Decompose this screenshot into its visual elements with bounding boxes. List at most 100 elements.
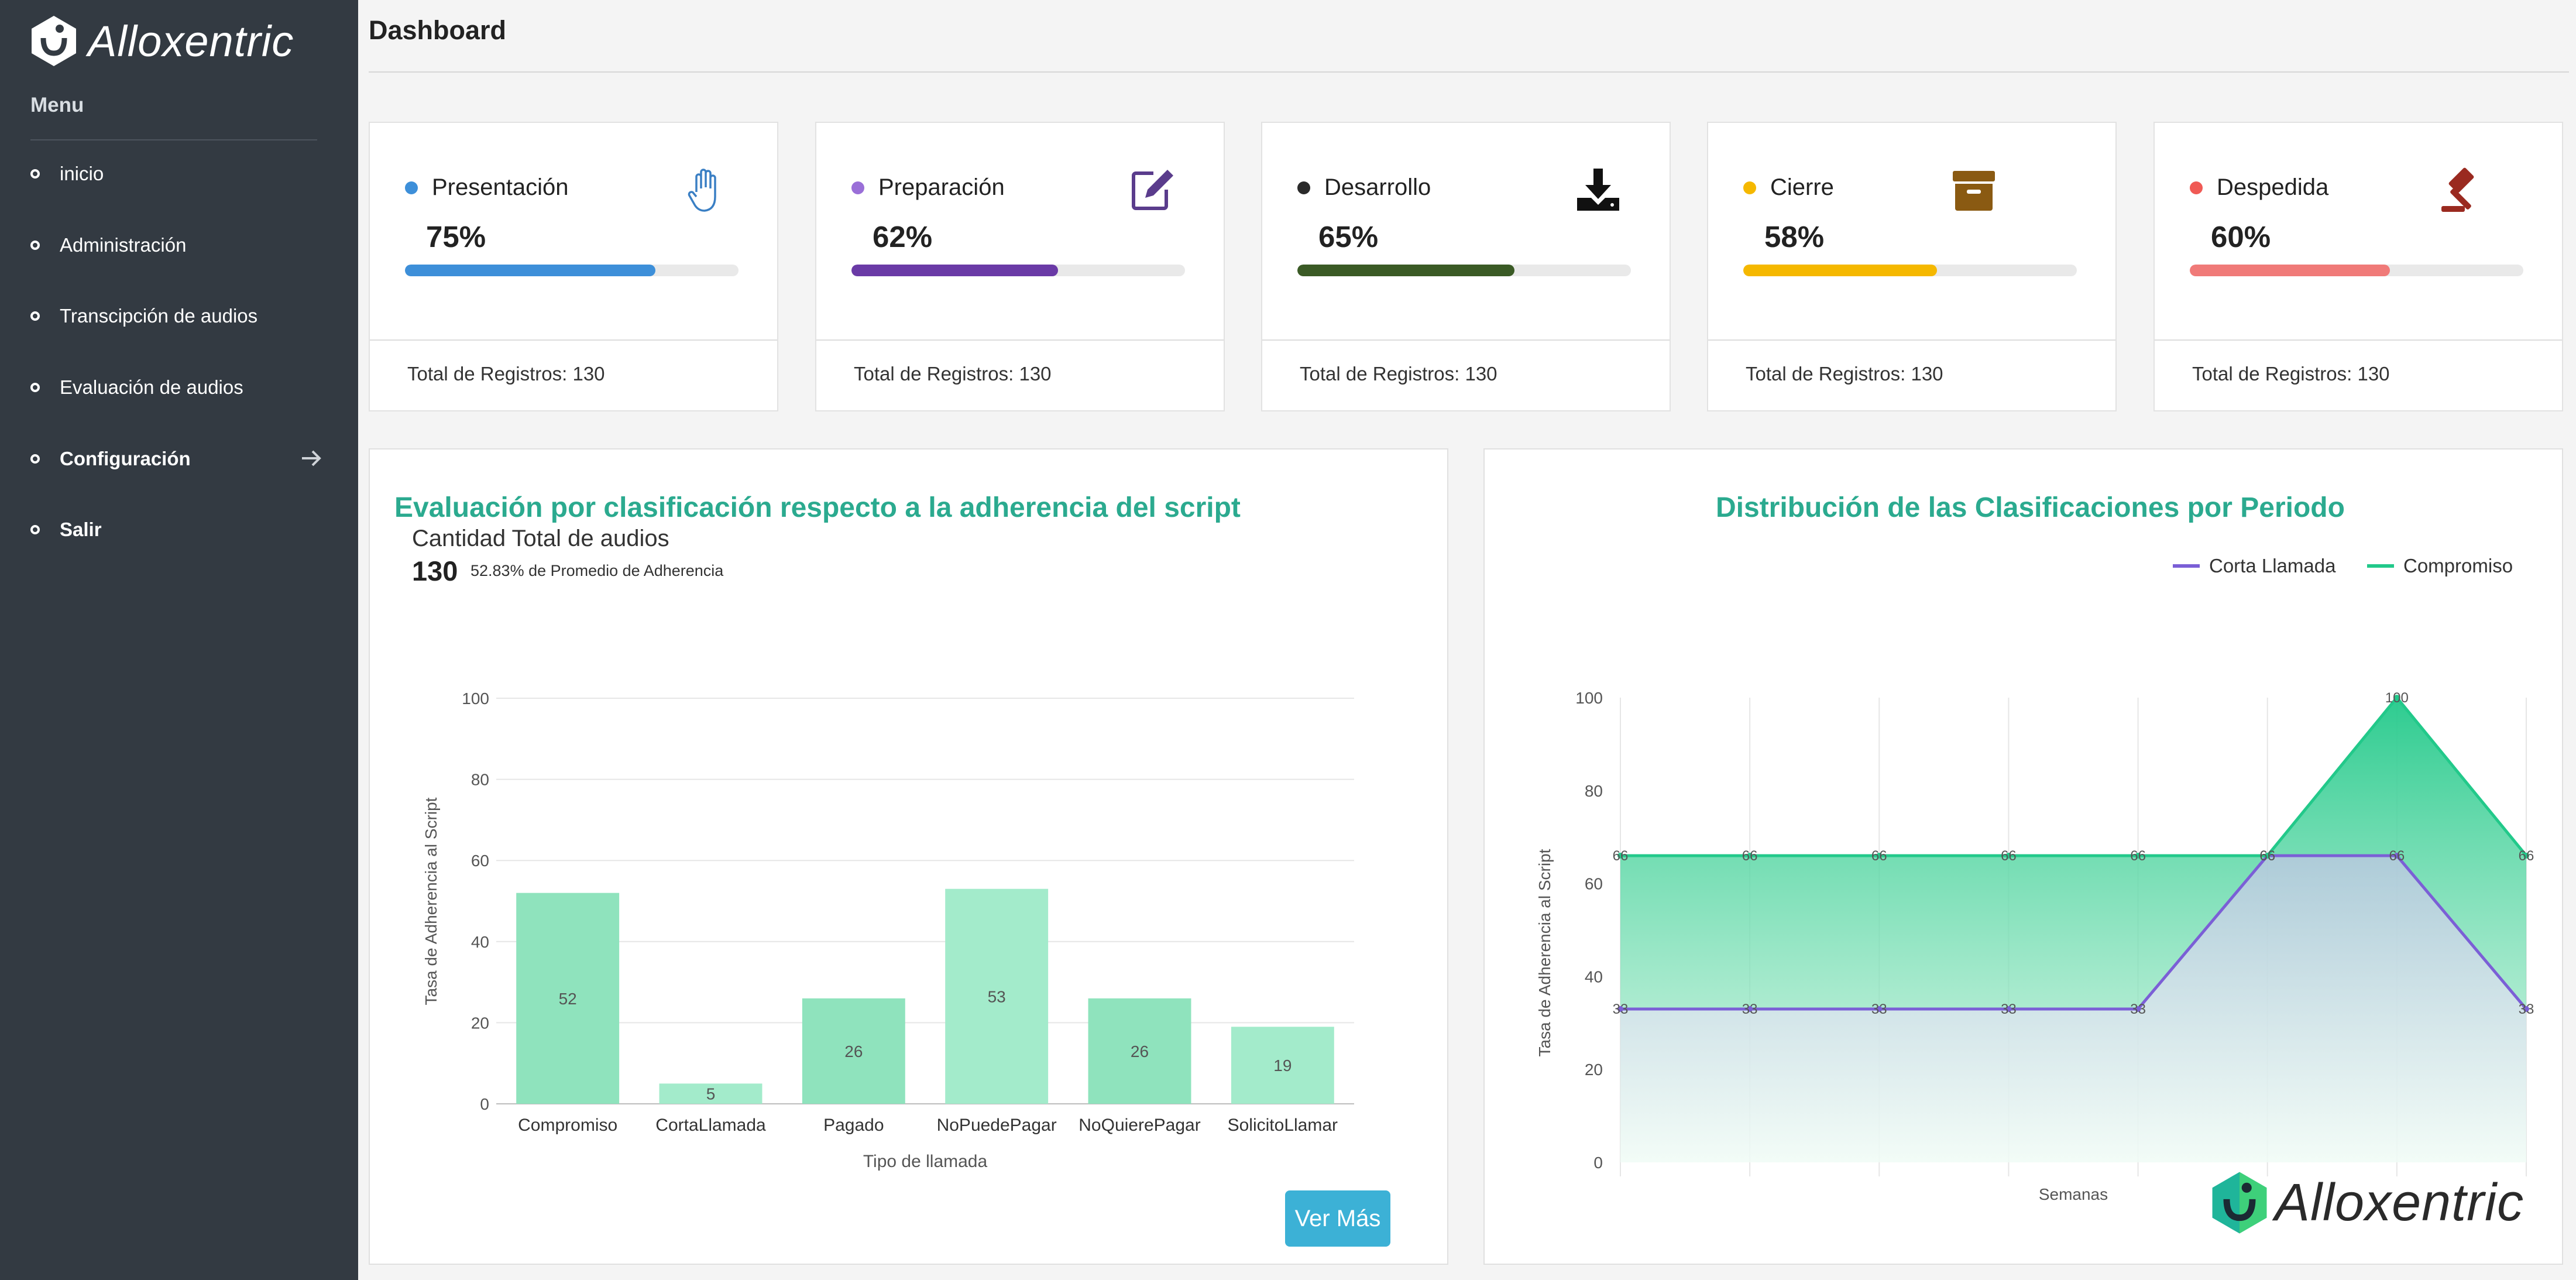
stat-card-percent: 62% bbox=[873, 220, 933, 253]
brand-name: Alloxentric bbox=[2275, 1173, 2525, 1232]
data-point-corta-llamada bbox=[1747, 1006, 1753, 1012]
alloxentric-logo-icon bbox=[32, 16, 76, 66]
stat-card-footer: Total de Registros: 130 bbox=[1746, 363, 1943, 385]
hand-icon bbox=[688, 169, 716, 212]
sidebar-item-transcripcion[interactable]: Transcipción de audios bbox=[30, 296, 323, 337]
circle-icon bbox=[30, 525, 40, 534]
stat-card-presentacion: Presentación 75% Total de Registros: 130 bbox=[369, 122, 778, 411]
page-title: Dashboard bbox=[369, 15, 507, 45]
brand-logo[interactable]: Alloxentric bbox=[30, 12, 294, 70]
legend-item-corta-llamada[interactable]: Corta Llamada bbox=[2173, 555, 2335, 577]
arrow-right-icon bbox=[302, 450, 321, 466]
stat-card-cierre: Cierre 58% Total de Registros: 130 bbox=[1707, 122, 2117, 411]
data-label-compromiso: 66 bbox=[1613, 848, 1629, 864]
sidebar-item-administracion[interactable]: Administración bbox=[30, 225, 323, 266]
data-point-compromiso bbox=[2264, 852, 2271, 859]
legend-swatch bbox=[2367, 564, 2394, 568]
audio-total-count: 130 bbox=[412, 555, 458, 586]
bar-value-label: 26 bbox=[1131, 1042, 1149, 1061]
sidebar-item-salir[interactable]: Salir bbox=[30, 509, 323, 550]
alloxentric-logo-icon bbox=[2212, 1172, 2267, 1234]
y-tick-label: 40 bbox=[471, 933, 489, 951]
y-tick-label: 60 bbox=[471, 852, 489, 870]
data-point-corta-llamada bbox=[2135, 1006, 2141, 1012]
progress-fill bbox=[1297, 265, 1514, 276]
bar-value-label: 19 bbox=[1273, 1056, 1292, 1075]
data-label-corta-llamada: 33 bbox=[2130, 1001, 2146, 1017]
y-tick-label: 100 bbox=[1575, 689, 1603, 707]
stat-card-footer: Total de Registros: 130 bbox=[1300, 363, 1497, 385]
data-point-compromiso bbox=[1617, 852, 1623, 859]
stat-card-header: Presentación bbox=[405, 174, 568, 201]
menu-divider bbox=[30, 139, 317, 140]
bar-value-label: 52 bbox=[559, 990, 577, 1008]
stat-card-footer: Total de Registros: 130 bbox=[407, 363, 605, 385]
sidebar-item-label: Administración bbox=[60, 234, 187, 256]
stat-card-label: Despedida bbox=[2217, 174, 2329, 200]
distribution-chart-panel: Distribución de las Clasificaciones por … bbox=[1483, 448, 2563, 1265]
adherence-chart-panel: Evaluación por clasificación respecto a … bbox=[369, 448, 1448, 1265]
y-tick-label: 60 bbox=[1585, 875, 1603, 893]
data-label-corta-llamada: 33 bbox=[2519, 1001, 2534, 1017]
panel-title: Evaluación por clasificación respecto a … bbox=[394, 492, 1241, 523]
audio-total-label: Cantidad Total de audios bbox=[412, 526, 669, 551]
stat-card-label: Preparación bbox=[878, 174, 1005, 200]
y-tick-label: 80 bbox=[471, 771, 489, 789]
x-tick-label: Compromiso bbox=[518, 1116, 617, 1135]
legend-label: Compromiso bbox=[2403, 555, 2513, 576]
legend-item-compromiso[interactable]: Compromiso bbox=[2367, 555, 2513, 577]
stat-card-label: Desarrollo bbox=[1324, 174, 1431, 200]
x-axis-title: Tipo de llamada bbox=[863, 1152, 988, 1171]
data-label-corta-llamada: 33 bbox=[1742, 1001, 1758, 1017]
area-chart: 0 20 40 60 80 100 33 33 33 33 33 66 66 33 66 66 66 66 66 66… bbox=[1536, 689, 2534, 1203]
ver-mas-button[interactable]: Ver Más bbox=[1285, 1190, 1390, 1247]
stat-card-desarrollo: Desarrollo 65% Total de Registros: 130 bbox=[1261, 122, 1671, 411]
data-label-corta-llamada: 33 bbox=[1871, 1001, 1887, 1017]
line-corta-llamada bbox=[1620, 854, 2527, 1011]
data-label-corta-llamada: 33 bbox=[2001, 1001, 2017, 1017]
sidebar-item-evaluacion[interactable]: Evaluación de audios bbox=[30, 367, 323, 408]
stat-card-despedida: Despedida 60% Total de Registros: 130 bbox=[2153, 122, 2563, 411]
progress-fill bbox=[405, 265, 655, 276]
bar bbox=[659, 1083, 763, 1104]
x-tick-label: NoQuierePagar bbox=[1079, 1116, 1200, 1135]
data-point-corta-llamada bbox=[2523, 1006, 2529, 1012]
sidebar-item-inicio[interactable]: inicio bbox=[30, 153, 323, 194]
data-label-compromiso: 100 bbox=[2385, 690, 2409, 706]
circle-icon bbox=[30, 383, 40, 392]
data-label-compromiso: 66 bbox=[2519, 848, 2534, 864]
line-compromiso bbox=[1620, 695, 2527, 857]
stat-card-preparacion: Preparación 62% Total de Registros: 130 bbox=[815, 122, 1225, 411]
x-tick-label: SolicitoLlamar bbox=[1228, 1116, 1338, 1135]
header-divider bbox=[369, 71, 2569, 73]
bar bbox=[1088, 998, 1191, 1104]
stat-card-percent: 75% bbox=[426, 220, 486, 253]
panel-title: Distribución de las Clasificaciones por … bbox=[1716, 492, 2345, 523]
data-label-corta-llamada: 66 bbox=[2389, 848, 2405, 864]
y-tick-label: 40 bbox=[1585, 967, 1603, 986]
y-axis-title: Tasa de Adherencia al Script bbox=[422, 797, 440, 1005]
bar bbox=[516, 893, 620, 1104]
y-tick-label: 20 bbox=[1585, 1061, 1603, 1079]
sidebar-item-label: Configuración bbox=[60, 448, 191, 469]
y-tick-label: 0 bbox=[1593, 1154, 1603, 1172]
sidebar-item-configuracion[interactable]: Configuración bbox=[30, 438, 323, 479]
data-point-compromiso bbox=[2005, 852, 2012, 859]
circle-icon bbox=[30, 241, 40, 250]
bar bbox=[802, 998, 905, 1104]
data-point-compromiso bbox=[2393, 695, 2400, 701]
status-dot bbox=[2190, 181, 2203, 194]
progress-fill bbox=[2190, 265, 2390, 276]
data-point-compromiso bbox=[2523, 852, 2529, 859]
data-point-corta-llamada bbox=[1617, 1006, 1623, 1012]
progress-track bbox=[851, 265, 1185, 276]
stat-card-footer: Total de Registros: 130 bbox=[854, 363, 1052, 385]
progress-fill bbox=[1743, 265, 1937, 276]
data-label-compromiso: 66 bbox=[2259, 848, 2275, 864]
sidebar-item-label: Salir bbox=[60, 519, 102, 540]
stat-card-footer: Total de Registros: 130 bbox=[2192, 363, 2390, 385]
bar bbox=[945, 888, 1049, 1104]
stat-card-percent: 58% bbox=[1764, 220, 1825, 253]
bar-value-label: 53 bbox=[988, 987, 1006, 1006]
bar-chart: 0 20 40 60 80 100 52 Compromiso 5 CortaLlamada 26 P… bbox=[422, 689, 1354, 1171]
